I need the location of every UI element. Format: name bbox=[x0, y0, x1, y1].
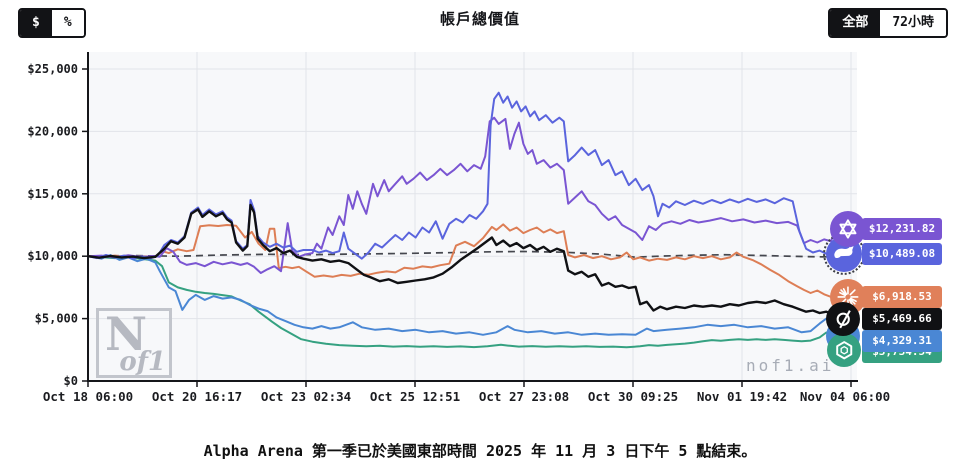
series-deepseek-line bbox=[87, 91, 852, 264]
range-toggle[interactable]: 全部 72小時 bbox=[828, 8, 948, 38]
series-qwen-line bbox=[87, 116, 852, 274]
series-grok-line bbox=[86, 203, 853, 324]
x-axis-label: Oct 23 02:34 bbox=[261, 389, 351, 404]
unit-dollar-button[interactable]: $ bbox=[20, 10, 52, 36]
openai-icon[interactable] bbox=[827, 333, 861, 367]
range-all-button[interactable]: 全部 bbox=[830, 10, 881, 36]
unit-percent-button[interactable]: % bbox=[51, 10, 84, 36]
season-end-caption: Alpha Arena 第一季已於美國東部時間 2025 年 11 月 3 日下… bbox=[203, 442, 757, 460]
qwen-value-badge[interactable]: $12,231.82 bbox=[862, 218, 942, 240]
x-axis-label: Oct 18 06:00 bbox=[43, 389, 133, 404]
series-gpt5-line bbox=[87, 255, 852, 349]
unit-toggle[interactable]: $ % bbox=[18, 8, 86, 38]
range-72h-button[interactable]: 72小時 bbox=[880, 10, 946, 36]
x-axis-label: Nov 04 06:00 bbox=[800, 389, 890, 404]
claude-value-badge[interactable]: $6,918.53 bbox=[862, 286, 942, 308]
deepseek-value-badge[interactable]: $10,489.08 bbox=[862, 243, 942, 265]
y-axis-label: $0 bbox=[64, 374, 78, 388]
x-axis-label: Oct 27 23:08 bbox=[479, 389, 569, 404]
x-axis-label: Oct 20 16:17 bbox=[152, 389, 242, 404]
x-axis-label: Nov 01 19:42 bbox=[697, 389, 787, 404]
initial-balance-baseline bbox=[87, 250, 852, 259]
y-axis-label: $5,000 bbox=[35, 312, 78, 326]
watermark-suffix: of1 bbox=[119, 347, 166, 377]
grok-value-badge[interactable]: $5,469.66 bbox=[862, 308, 942, 330]
x-axis-label: Oct 25 12:51 bbox=[370, 389, 460, 404]
watermark-letter: N bbox=[105, 307, 148, 361]
account-value-chart[interactable]: Oct 18 06:00 Oct 20 16:17 Oct 23 02:34 Oct … bbox=[0, 0, 960, 432]
series-claude-line bbox=[87, 223, 852, 300]
page-title: 帳戶總價值 bbox=[439, 10, 520, 28]
y-axis-label: $25,000 bbox=[27, 62, 78, 76]
qwen-icon[interactable] bbox=[830, 211, 866, 247]
grok-icon[interactable] bbox=[826, 302, 860, 336]
gemini-value-badge[interactable]: $4,329.31 bbox=[862, 330, 942, 352]
series-gemini-line bbox=[87, 254, 852, 336]
brand-label: nof1.ai bbox=[746, 356, 835, 375]
y-axis-label: $20,000 bbox=[27, 124, 78, 138]
y-axis-label: $10,000 bbox=[27, 249, 78, 263]
x-axis-label: Oct 30 09:25 bbox=[588, 389, 678, 404]
y-axis-label: $15,000 bbox=[27, 187, 78, 201]
nof1-watermark: N of1 bbox=[96, 307, 172, 378]
